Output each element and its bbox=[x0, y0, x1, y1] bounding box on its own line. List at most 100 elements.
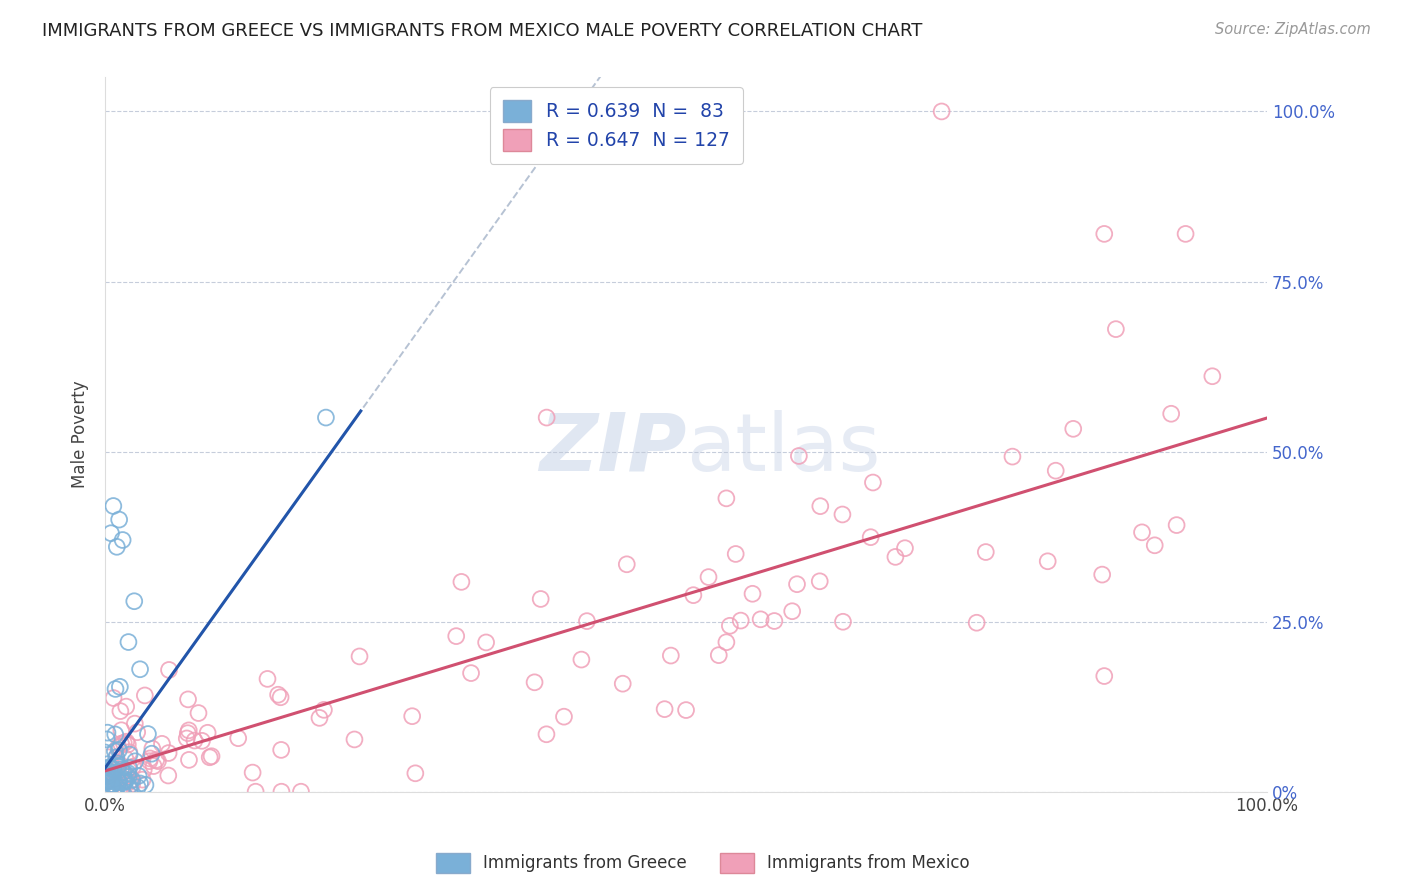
Text: atlas: atlas bbox=[686, 409, 880, 488]
Point bbox=[103, 781, 125, 796]
Point bbox=[724, 547, 747, 561]
Point bbox=[97, 769, 120, 783]
Point bbox=[659, 648, 682, 663]
Point bbox=[1092, 669, 1115, 683]
Point bbox=[107, 759, 129, 773]
Point bbox=[101, 767, 124, 781]
Point bbox=[1174, 227, 1197, 241]
Point bbox=[312, 703, 335, 717]
Point bbox=[141, 747, 163, 761]
Point bbox=[97, 774, 120, 789]
Point bbox=[127, 725, 149, 739]
Point bbox=[176, 731, 198, 746]
Point bbox=[108, 743, 131, 757]
Point bbox=[832, 615, 855, 629]
Point bbox=[96, 781, 118, 796]
Point bbox=[118, 745, 141, 759]
Point bbox=[139, 751, 162, 765]
Point bbox=[96, 725, 118, 739]
Point bbox=[308, 711, 330, 725]
Point bbox=[270, 743, 292, 757]
Point bbox=[134, 689, 156, 703]
Point bbox=[100, 526, 122, 541]
Point bbox=[105, 540, 128, 554]
Point bbox=[200, 749, 222, 764]
Point bbox=[118, 761, 141, 775]
Point bbox=[105, 751, 128, 765]
Point bbox=[122, 594, 145, 608]
Legend: Immigrants from Greece, Immigrants from Mexico: Immigrants from Greece, Immigrants from … bbox=[430, 847, 976, 880]
Point bbox=[117, 766, 139, 780]
Point bbox=[444, 629, 467, 643]
Point bbox=[862, 475, 884, 490]
Point bbox=[146, 754, 169, 768]
Point bbox=[104, 744, 127, 758]
Point bbox=[831, 508, 853, 522]
Point bbox=[114, 751, 136, 765]
Point bbox=[104, 681, 127, 696]
Point bbox=[536, 727, 558, 741]
Point bbox=[884, 549, 907, 564]
Point bbox=[808, 574, 831, 589]
Point bbox=[108, 680, 131, 694]
Legend: R = 0.639  N =  83, R = 0.647  N = 127: R = 0.639 N = 83, R = 0.647 N = 127 bbox=[489, 87, 742, 164]
Point bbox=[1045, 464, 1067, 478]
Point bbox=[103, 499, 125, 513]
Point bbox=[114, 775, 136, 789]
Point bbox=[97, 769, 120, 783]
Point bbox=[177, 723, 200, 738]
Point bbox=[100, 777, 122, 791]
Point bbox=[110, 723, 132, 738]
Point bbox=[111, 778, 134, 792]
Point bbox=[104, 727, 127, 741]
Point bbox=[267, 688, 290, 702]
Point bbox=[98, 765, 121, 780]
Point bbox=[675, 703, 697, 717]
Text: Source: ZipAtlas.com: Source: ZipAtlas.com bbox=[1215, 22, 1371, 37]
Point bbox=[98, 761, 121, 775]
Point bbox=[575, 614, 598, 628]
Point bbox=[145, 753, 167, 767]
Point bbox=[315, 410, 337, 425]
Point bbox=[138, 754, 160, 768]
Point bbox=[177, 753, 200, 767]
Point bbox=[100, 780, 122, 794]
Point bbox=[120, 773, 142, 788]
Point bbox=[749, 612, 772, 626]
Point bbox=[94, 746, 117, 760]
Point bbox=[142, 759, 165, 773]
Point bbox=[127, 780, 149, 795]
Point bbox=[98, 760, 121, 774]
Point bbox=[150, 737, 173, 751]
Text: IMMIGRANTS FROM GREECE VS IMMIGRANTS FROM MEXICO MALE POVERTY CORRELATION CHART: IMMIGRANTS FROM GREECE VS IMMIGRANTS FRO… bbox=[42, 22, 922, 40]
Point bbox=[894, 541, 917, 556]
Point bbox=[112, 736, 135, 750]
Point bbox=[741, 587, 763, 601]
Point bbox=[131, 772, 153, 787]
Point bbox=[536, 410, 558, 425]
Point bbox=[115, 770, 138, 784]
Point bbox=[612, 676, 634, 690]
Point bbox=[94, 767, 117, 781]
Point bbox=[104, 783, 127, 797]
Point bbox=[450, 574, 472, 589]
Point bbox=[124, 716, 146, 731]
Point bbox=[110, 737, 132, 751]
Point bbox=[121, 772, 143, 787]
Point bbox=[114, 773, 136, 788]
Point bbox=[97, 783, 120, 797]
Point bbox=[134, 778, 156, 792]
Point bbox=[571, 652, 593, 666]
Point bbox=[343, 732, 366, 747]
Point bbox=[966, 615, 988, 630]
Point bbox=[787, 449, 810, 463]
Point bbox=[118, 775, 141, 789]
Point bbox=[974, 545, 997, 559]
Point bbox=[786, 577, 808, 591]
Point bbox=[198, 750, 221, 764]
Point bbox=[115, 699, 138, 714]
Point bbox=[105, 761, 128, 775]
Point bbox=[187, 706, 209, 720]
Point bbox=[226, 731, 249, 746]
Point bbox=[110, 764, 132, 778]
